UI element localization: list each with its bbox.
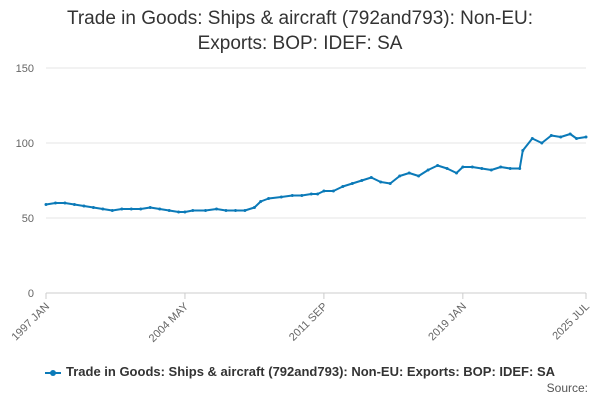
data-point[interactable] <box>234 209 237 212</box>
data-point[interactable] <box>167 209 171 212</box>
data-point[interactable] <box>290 194 294 197</box>
data-point[interactable] <box>568 132 572 136</box>
chart-title-line-2: Exports: BOP: IDEF: SA <box>197 33 403 54</box>
gridlines <box>46 67 586 219</box>
data-point[interactable] <box>252 206 256 209</box>
data-point[interactable] <box>204 209 207 212</box>
data-point[interactable] <box>530 137 534 140</box>
data-point[interactable] <box>379 180 383 184</box>
data-point[interactable] <box>398 174 402 178</box>
data-point[interactable] <box>259 200 263 203</box>
data-point[interactable] <box>309 192 313 196</box>
legend[interactable]: Trade in Goods: Ships & aircraft (792and… <box>0 364 600 379</box>
data-point[interactable] <box>369 176 373 179</box>
data-point[interactable] <box>322 189 326 193</box>
series-line <box>45 133 587 213</box>
y-tick-label: 0 <box>28 288 34 300</box>
data-point[interactable] <box>499 165 503 169</box>
data-point[interactable] <box>72 203 76 206</box>
data-point[interactable] <box>129 207 133 211</box>
data-point[interactable] <box>426 168 430 172</box>
x-tick-label: 2019 JAN <box>426 301 469 344</box>
data-point[interactable] <box>559 135 563 139</box>
data-point[interactable] <box>63 201 67 205</box>
legend-label: Trade in Goods: Ships & aircraft (792and… <box>65 364 556 379</box>
data-point[interactable] <box>243 209 247 212</box>
data-point[interactable] <box>44 203 48 206</box>
data-point[interactable] <box>110 209 114 212</box>
data-point[interactable] <box>267 197 271 200</box>
data-point[interactable] <box>82 204 86 208</box>
data-point[interactable] <box>279 195 283 199</box>
y-axis: 0 50 100 150 <box>16 63 34 300</box>
series-points <box>44 132 588 214</box>
y-tick-label: 150 <box>16 63 34 75</box>
data-point[interactable] <box>101 207 105 211</box>
data-point[interactable] <box>480 167 484 170</box>
data-point[interactable] <box>417 174 421 178</box>
data-point[interactable] <box>407 171 411 175</box>
chart-title: Trade in Goods: Ships & aircraft (792and… <box>0 6 600 56</box>
data-point[interactable] <box>177 210 181 214</box>
data-point[interactable] <box>584 135 588 139</box>
x-tick-label: 2004 MAY <box>147 300 192 345</box>
data-point[interactable] <box>54 201 57 205</box>
chart-title-line-1: Trade in Goods: Ships & aircraft (792and… <box>66 8 534 29</box>
data-point[interactable] <box>331 189 335 193</box>
data-point[interactable] <box>350 182 354 185</box>
data-point[interactable] <box>183 210 187 214</box>
data-point[interactable] <box>461 165 465 169</box>
data-point[interactable] <box>224 209 228 212</box>
data-point[interactable] <box>489 168 493 172</box>
data-point[interactable] <box>341 185 345 188</box>
source-label: Source: <box>546 381 588 395</box>
data-point[interactable] <box>470 165 474 169</box>
data-point[interactable] <box>436 164 440 167</box>
data-point[interactable] <box>158 207 162 211</box>
data-point[interactable] <box>191 209 195 212</box>
data-point[interactable] <box>455 171 458 175</box>
data-point[interactable] <box>300 194 304 197</box>
data-point[interactable] <box>508 167 512 170</box>
data-point[interactable] <box>316 192 320 196</box>
data-point[interactable] <box>360 179 364 182</box>
data-point[interactable] <box>388 182 392 185</box>
data-point[interactable] <box>549 134 553 137</box>
data-point[interactable] <box>445 167 449 170</box>
data-point[interactable] <box>215 207 218 211</box>
y-tick-label: 50 <box>22 213 34 225</box>
data-point[interactable] <box>540 141 544 145</box>
x-tick-label: 2011 SEP <box>287 301 330 344</box>
x-tick-label: 1997 JAN <box>9 301 52 344</box>
x-tick-label: 2025 JUL <box>550 301 592 343</box>
data-point[interactable] <box>91 206 95 209</box>
y-tick-label: 100 <box>16 138 34 150</box>
data-point[interactable] <box>120 207 124 211</box>
x-axis: 1997 JAN 2004 MAY 2011 SEP 2019 JAN 2025 JUL <box>9 293 592 345</box>
legend-swatch-icon <box>44 368 61 378</box>
data-point[interactable] <box>148 206 152 209</box>
data-point[interactable] <box>518 167 522 170</box>
data-point[interactable] <box>521 149 525 152</box>
data-point[interactable] <box>139 207 143 211</box>
data-point[interactable] <box>575 137 578 140</box>
